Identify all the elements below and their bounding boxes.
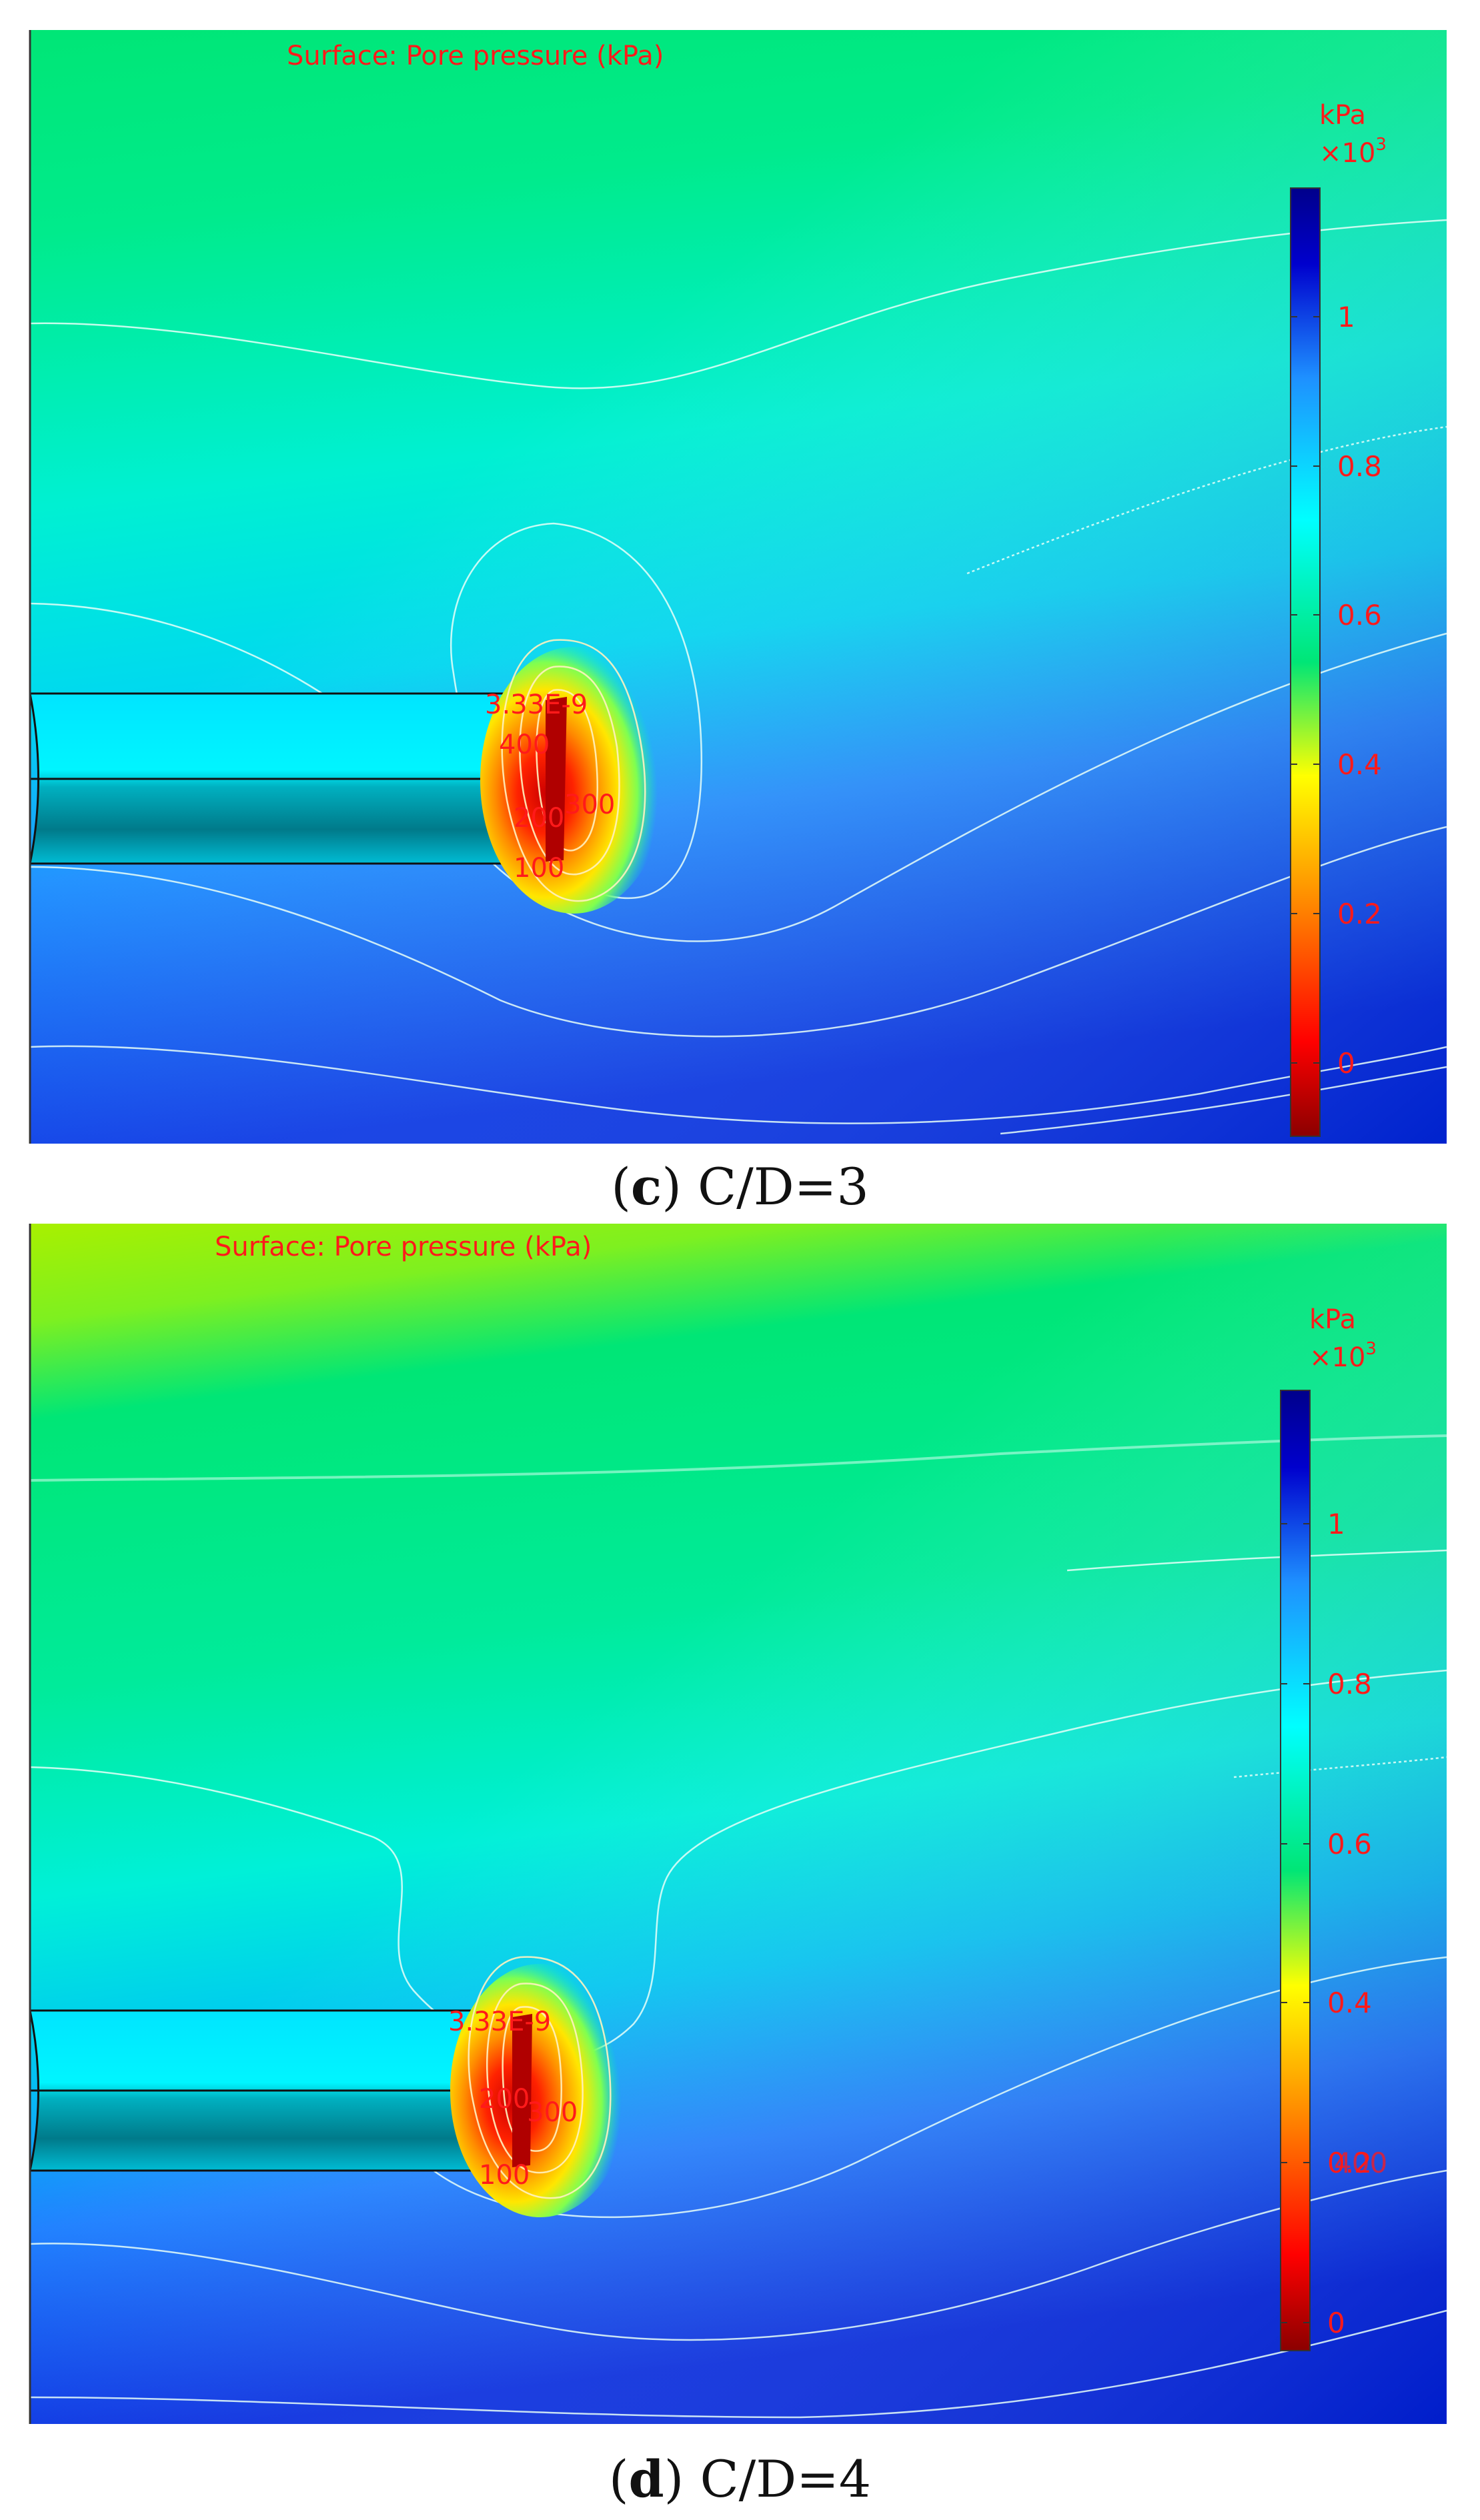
plot-surface-shade xyxy=(30,30,1447,1144)
contour-label: 200 xyxy=(479,2084,530,2115)
colorbar-unit: kPa xyxy=(1319,100,1366,131)
contour-line xyxy=(1233,1756,1447,1778)
contour-line xyxy=(519,666,620,876)
tunnel-face xyxy=(29,2010,39,2171)
colorbar-multiplier: ×103 xyxy=(1319,135,1387,169)
pressure-bulb xyxy=(480,647,667,914)
caption-c: (c) C/D=3 xyxy=(611,1157,869,1216)
contour-line xyxy=(29,826,1447,1038)
tunnel-face-zone xyxy=(546,697,567,862)
colorbar-tick-label: 0.8 xyxy=(1337,450,1382,483)
contour-line xyxy=(29,602,1447,942)
colorbar xyxy=(1290,187,1321,1137)
colorbar-overlap-label: 400 xyxy=(1334,2147,1387,2179)
colorbar-ticks xyxy=(1281,1523,1310,2323)
contour-lines xyxy=(29,219,1447,1135)
contour-line xyxy=(536,689,598,852)
contour-label: 200 xyxy=(514,803,564,834)
colorbar xyxy=(1280,1390,1311,2351)
contour-line xyxy=(29,1669,1447,2060)
contour-line xyxy=(1000,1066,1447,1135)
contour-line xyxy=(486,1983,584,2174)
colorbar-tick-label: 0.2 xyxy=(1337,898,1382,930)
colorbar-tick-label: 1 xyxy=(1327,1508,1345,1540)
labels: Surface: Pore pressure (kPa) kPa ×103 1 … xyxy=(215,1232,1387,2339)
colorbar-tick-label: 0.4 xyxy=(1327,1987,1372,2019)
labels: Surface: Pore pressure (kPa) kPa ×103 1 … xyxy=(287,41,1387,1080)
colorbar-ticks xyxy=(1291,316,1320,1064)
pore-pressure-plot-d: Surface: Pore pressure (kPa) kPa ×103 1 … xyxy=(29,1224,1447,2424)
contour-label: 400 xyxy=(499,730,550,760)
colorbar-tick-label: 0 xyxy=(1337,1047,1355,1080)
contour-line xyxy=(966,425,1447,575)
contour-label: 3.33E-9 xyxy=(485,690,588,720)
bulb-contours xyxy=(501,639,646,902)
panel-c: Surface: Pore pressure (kPa) kPa ×103 1 … xyxy=(0,0,1480,1234)
contour-line xyxy=(502,2006,562,2152)
caption-d: (d) C/D=4 xyxy=(608,2449,872,2509)
contour-line xyxy=(29,2309,1447,2419)
colorbar-multiplier: ×103 xyxy=(1309,1339,1377,1373)
contour-label: 100 xyxy=(514,853,564,884)
colorbar-unit: kPa xyxy=(1309,1304,1356,1335)
colorbar-tick-label: 0.4 xyxy=(1337,748,1382,781)
surface-title: Surface: Pore pressure (kPa) xyxy=(215,1232,592,1262)
contour-line xyxy=(501,639,646,902)
colorbar-tick-label: 0.2 xyxy=(1327,2147,1372,2179)
colorbar-tick-label: 1 xyxy=(1337,301,1355,333)
contour-line xyxy=(29,2169,1447,2341)
colorbar-tick-label: 0.6 xyxy=(1327,1828,1372,1860)
surface-title: Surface: Pore pressure (kPa) xyxy=(287,41,664,71)
pore-pressure-plot-c: Surface: Pore pressure (kPa) kPa ×103 1 … xyxy=(29,30,1447,1144)
tunnel-face-zone xyxy=(512,2014,532,2167)
colorbar-tick-label: 0 xyxy=(1327,2307,1345,2339)
tunnel-face xyxy=(29,693,39,864)
bulb-contours xyxy=(468,1956,612,2199)
contour-line xyxy=(468,1956,612,2199)
contour-line xyxy=(29,219,1447,389)
colorbar-tick-label: 0.6 xyxy=(1337,599,1382,632)
contour-label: 3.33E-9 xyxy=(448,2007,551,2037)
pressure-bulb xyxy=(450,1964,630,2217)
contour-label: 300 xyxy=(564,790,615,820)
colorbar-tick-label: 0.8 xyxy=(1327,1668,1372,1700)
contour-label: 300 xyxy=(527,2097,578,2128)
contour-label: 100 xyxy=(479,2160,530,2191)
panel-d: Surface: Pore pressure (kPa) kPa ×103 1 … xyxy=(0,1224,1480,2520)
